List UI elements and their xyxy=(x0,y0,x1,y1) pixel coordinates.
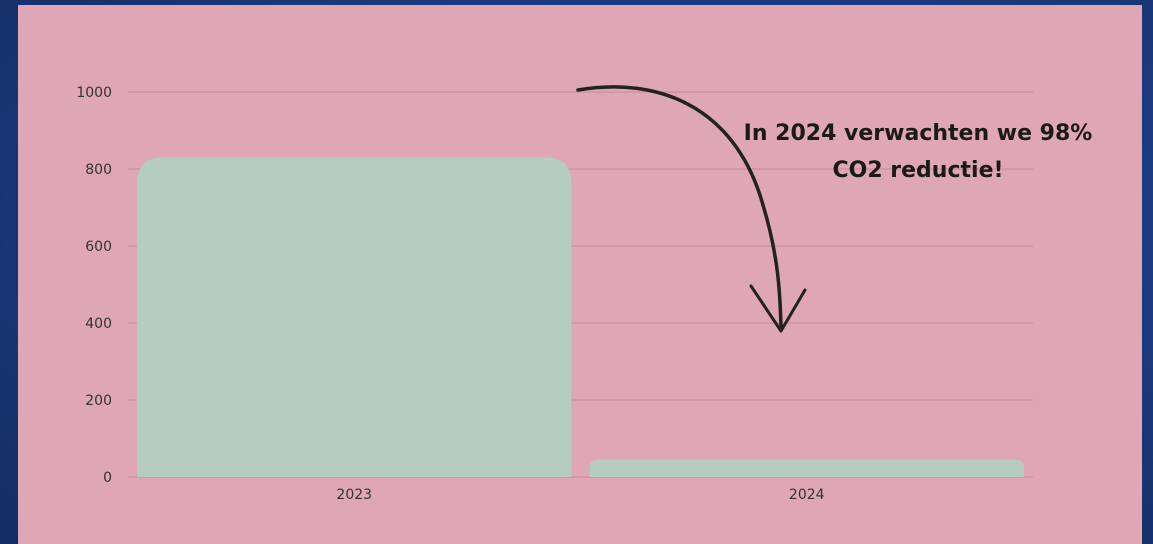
annotation-line-1: In 2024 verwachten we 98% xyxy=(743,121,1093,146)
y-tick-label: 0 xyxy=(103,470,112,486)
annotation-line-2: CO2 reductie! xyxy=(832,158,1004,183)
y-tick-label: 600 xyxy=(85,239,112,255)
y-tick-label: 1000 xyxy=(76,85,112,101)
x-tick-label: 2024 xyxy=(789,487,825,503)
x-axis-ticks: 2023 2024 xyxy=(336,487,824,503)
y-tick-label: 800 xyxy=(85,162,112,178)
curved-arrow-icon xyxy=(576,85,783,329)
annotation: In 2024 verwachten we 98% CO2 reductie! xyxy=(708,115,1128,189)
bars xyxy=(137,157,1024,477)
arrow-head-icon xyxy=(749,284,807,333)
y-tick-label: 200 xyxy=(85,393,112,409)
bar-chart: 0 200 400 600 800 1000 2023 2024 xyxy=(76,85,1033,503)
y-axis-ticks: 0 200 400 600 800 1000 xyxy=(76,85,112,486)
x-tick-label: 2023 xyxy=(336,487,372,503)
bar-2024 xyxy=(589,459,1024,477)
y-tick-label: 400 xyxy=(85,316,112,332)
chart-panel: 0 200 400 600 800 1000 2023 2024 In 2024 verwa… xyxy=(18,5,1142,544)
bar-2023 xyxy=(137,157,572,477)
